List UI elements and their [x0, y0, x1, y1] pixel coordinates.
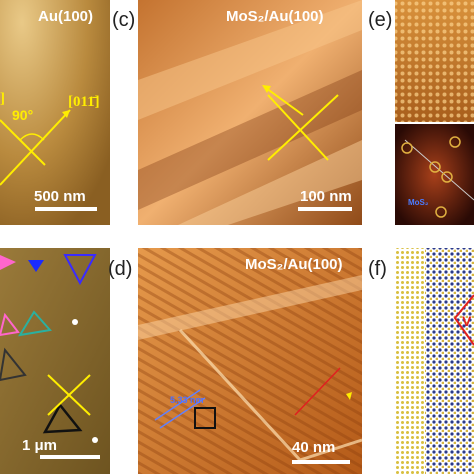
panel-d: 5.33 nm MoS₂/Au(100) 40 nm — [138, 248, 363, 474]
panel-f: V — [395, 248, 474, 474]
scale-label: 500 nm — [34, 188, 86, 205]
panel-au: Au(100) ] 90° [011̄] 500 nm — [0, 0, 110, 225]
panel-label: (e) — [368, 9, 392, 31]
panel-label: (c) — [112, 9, 135, 31]
direction: [011̄] — [68, 94, 100, 110]
annotation: V — [462, 313, 472, 329]
spacing: 5.33 nm — [170, 395, 204, 405]
title: Au(100) — [38, 8, 93, 25]
panel-label: (d) — [108, 258, 132, 280]
panel-b: 1 μm — [0, 248, 110, 474]
panel-label: (f) — [368, 258, 387, 280]
panel-e: MoS₂ — [395, 0, 474, 225]
panel-c: MoS₂/Au(100) 100 nm — [138, 0, 362, 225]
angle: 90° — [12, 107, 33, 123]
title: MoS₂/Au(100) — [226, 8, 324, 25]
scale-label: 1 μm — [22, 437, 57, 454]
scale-label: 40 nm — [292, 439, 335, 456]
bracket: ] — [0, 91, 5, 107]
annotation: MoS₂ — [408, 198, 429, 207]
title: MoS₂/Au(100) — [245, 256, 343, 273]
scale-label: 100 nm — [300, 188, 352, 205]
